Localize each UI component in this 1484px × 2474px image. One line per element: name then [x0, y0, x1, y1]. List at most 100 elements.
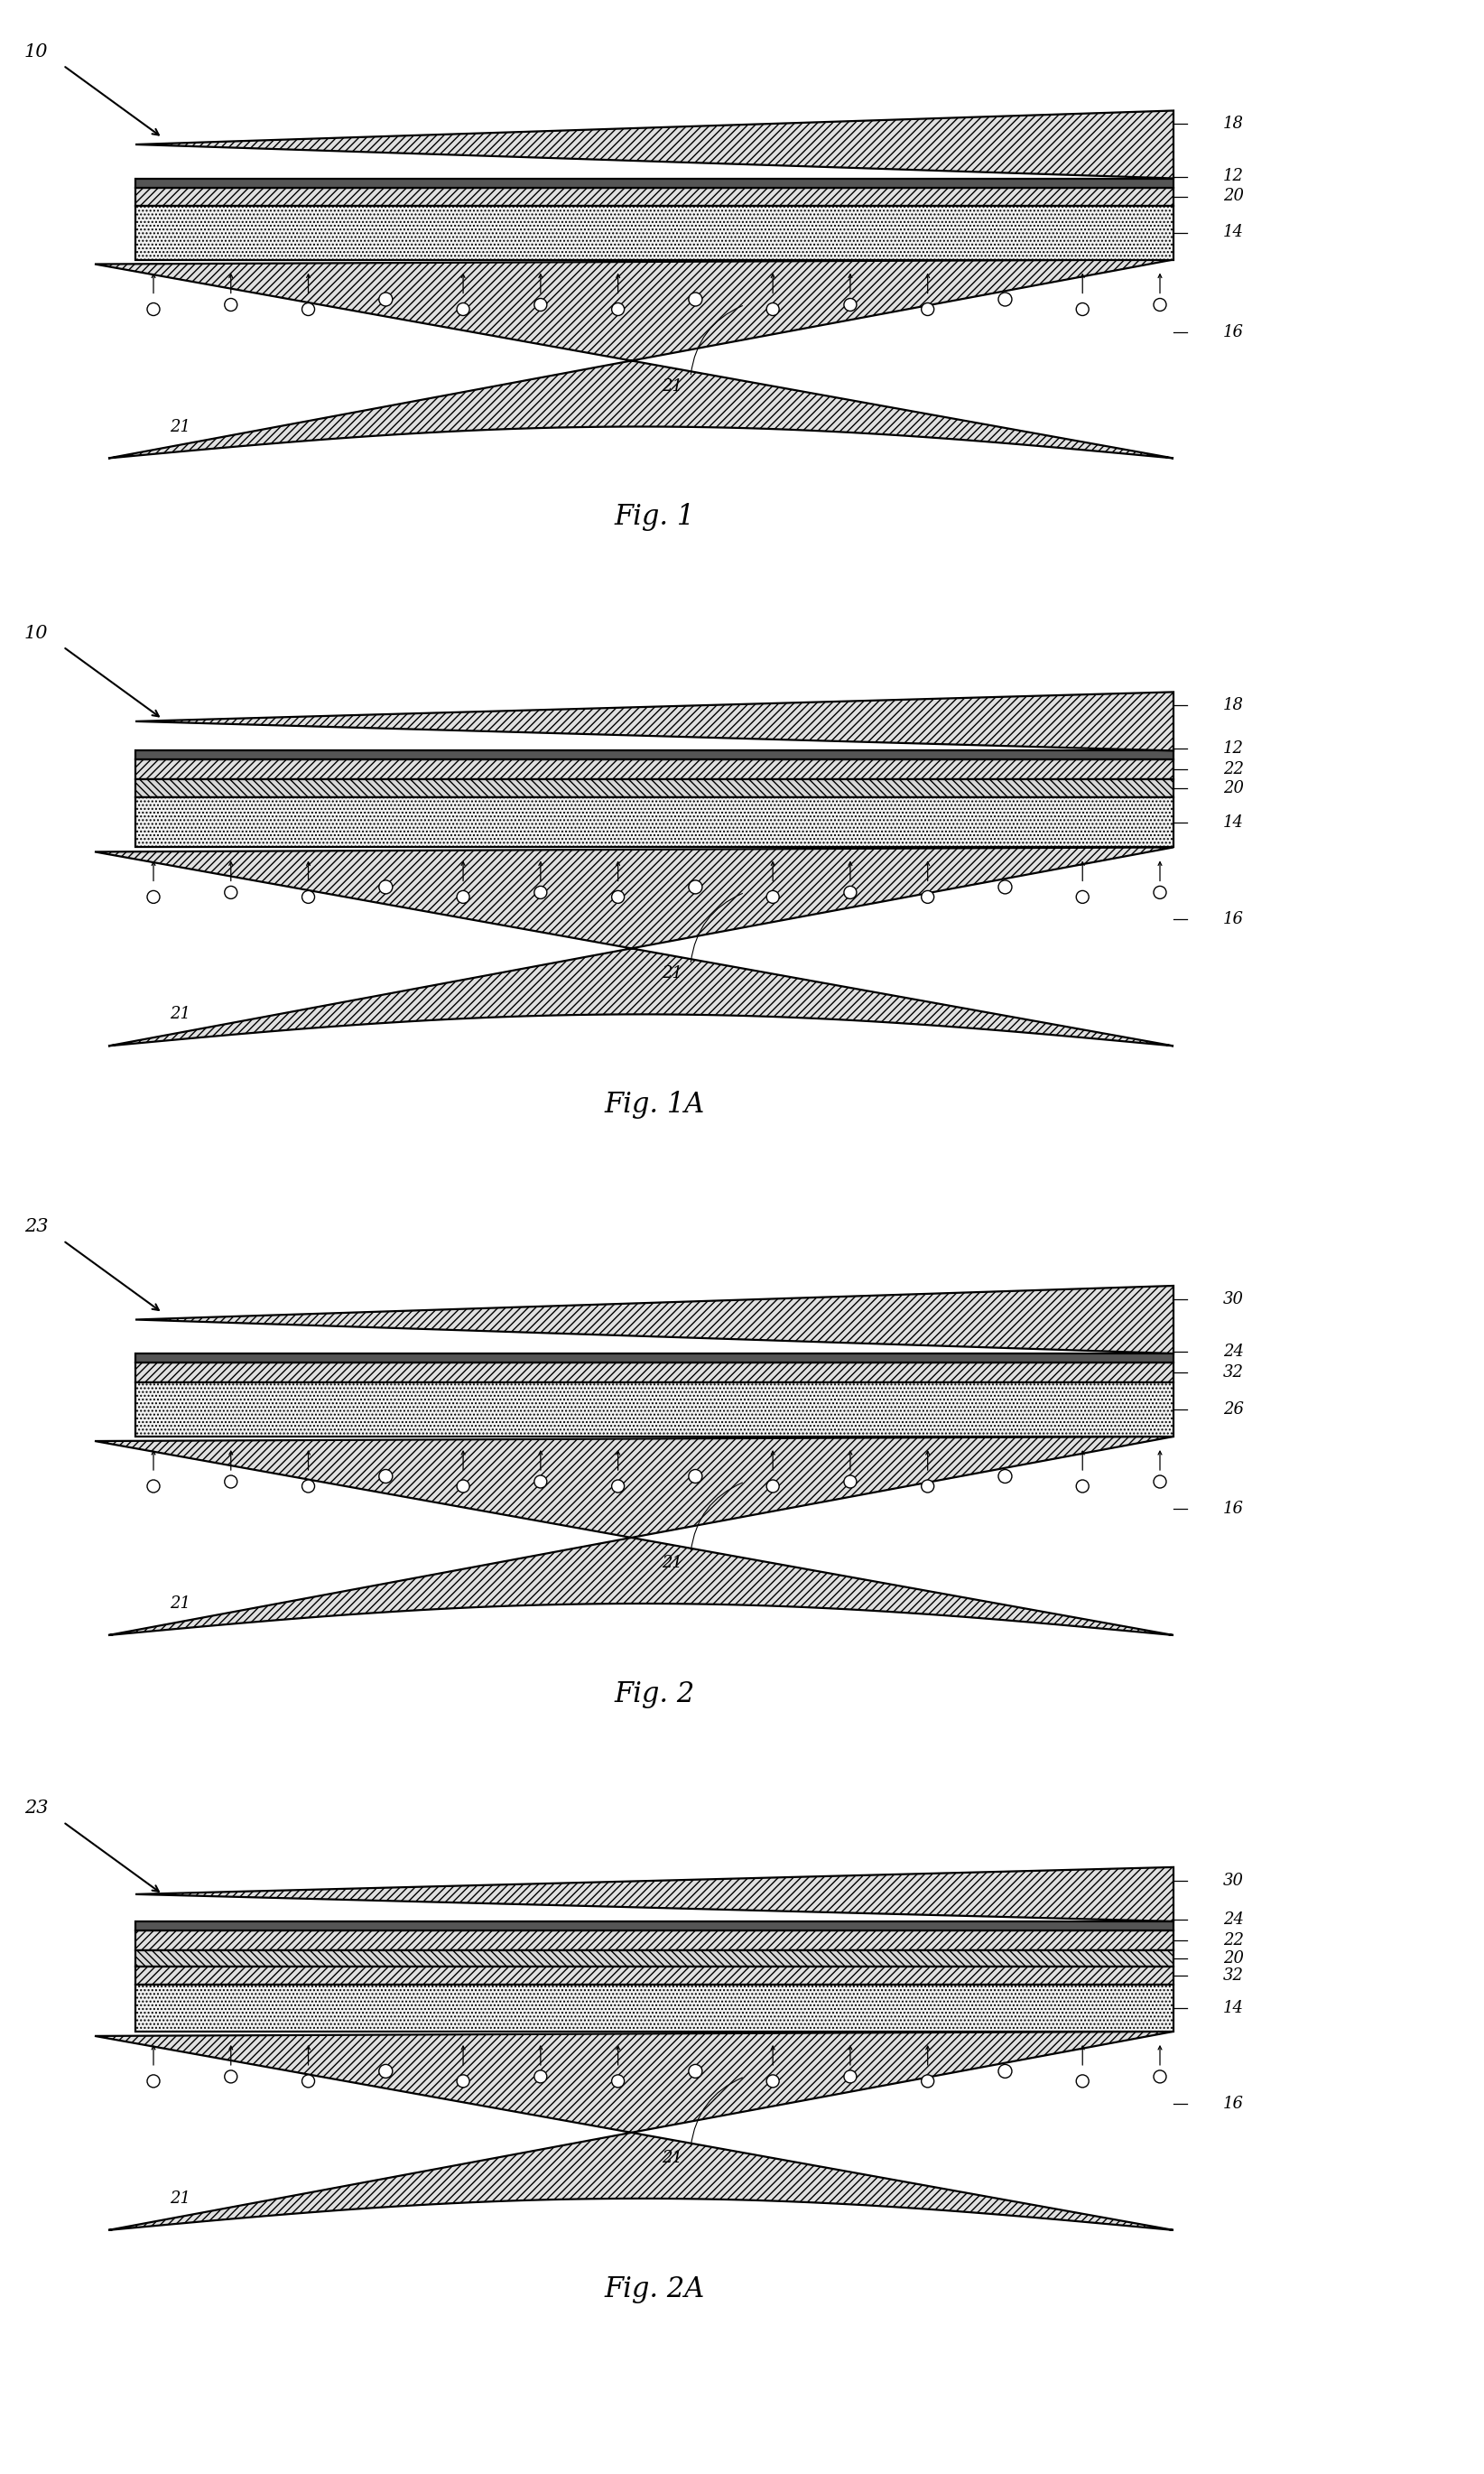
Text: 21: 21 [171, 2189, 191, 2207]
Circle shape [301, 1479, 315, 1492]
Text: 23: 23 [24, 1220, 47, 1235]
Circle shape [224, 886, 237, 898]
Circle shape [147, 1479, 160, 1492]
Circle shape [844, 886, 856, 898]
Circle shape [301, 2076, 315, 2088]
Polygon shape [135, 178, 1174, 188]
Text: 23: 23 [24, 1801, 47, 1816]
Text: 12: 12 [1223, 168, 1244, 186]
Circle shape [534, 1475, 548, 1487]
Circle shape [611, 1479, 625, 1492]
Circle shape [224, 2071, 237, 2083]
Polygon shape [135, 1922, 1174, 1930]
Text: 21: 21 [171, 1007, 191, 1022]
Text: 12: 12 [1223, 740, 1244, 757]
Circle shape [534, 886, 548, 898]
Polygon shape [95, 2031, 1174, 2229]
Polygon shape [135, 750, 1174, 760]
Circle shape [378, 292, 392, 307]
Circle shape [1153, 299, 1166, 312]
Polygon shape [135, 1930, 1174, 1950]
Circle shape [1153, 1475, 1166, 1487]
Text: 30: 30 [1223, 1291, 1244, 1306]
Polygon shape [135, 1967, 1174, 1984]
Text: 21: 21 [662, 379, 683, 393]
Circle shape [844, 299, 856, 312]
Text: Fig. 1A: Fig. 1A [604, 1091, 705, 1118]
Text: 18: 18 [1223, 116, 1244, 131]
Text: 26: 26 [1223, 1400, 1244, 1418]
Text: 14: 14 [1223, 1999, 1244, 2016]
Polygon shape [95, 1437, 1174, 1635]
Circle shape [378, 2063, 392, 2078]
Circle shape [922, 2076, 933, 2088]
Polygon shape [135, 1363, 1174, 1383]
Circle shape [457, 1479, 469, 1492]
Circle shape [457, 891, 469, 903]
Circle shape [1076, 302, 1089, 317]
Text: 21: 21 [662, 965, 683, 982]
Text: 16: 16 [1223, 2095, 1244, 2113]
Text: 21: 21 [171, 418, 191, 435]
Circle shape [767, 2076, 779, 2088]
Polygon shape [135, 760, 1174, 779]
Circle shape [301, 891, 315, 903]
Text: 16: 16 [1223, 324, 1244, 339]
Circle shape [147, 302, 160, 317]
Text: 21: 21 [662, 2150, 683, 2167]
Circle shape [999, 292, 1012, 307]
Circle shape [1076, 891, 1089, 903]
Text: 14: 14 [1223, 814, 1244, 831]
Circle shape [689, 292, 702, 307]
Circle shape [1153, 2071, 1166, 2083]
Circle shape [999, 2063, 1012, 2078]
Polygon shape [95, 260, 1174, 458]
Circle shape [844, 2071, 856, 2083]
Circle shape [689, 1470, 702, 1482]
Polygon shape [135, 205, 1174, 260]
Polygon shape [135, 1286, 1174, 1353]
Text: 24: 24 [1223, 1343, 1244, 1361]
Circle shape [301, 302, 315, 317]
Circle shape [999, 881, 1012, 893]
Circle shape [922, 891, 933, 903]
Text: 20: 20 [1223, 1950, 1244, 1967]
Circle shape [611, 2076, 625, 2088]
Circle shape [457, 2076, 469, 2088]
Circle shape [767, 302, 779, 317]
Polygon shape [135, 111, 1174, 178]
Circle shape [844, 1475, 856, 1487]
Circle shape [1076, 1479, 1089, 1492]
Polygon shape [135, 1984, 1174, 2031]
Circle shape [611, 891, 625, 903]
Polygon shape [135, 1950, 1174, 1967]
Text: 22: 22 [1223, 1932, 1244, 1950]
Circle shape [1153, 886, 1166, 898]
Circle shape [999, 1470, 1012, 1482]
Polygon shape [95, 846, 1174, 1047]
Circle shape [922, 1479, 933, 1492]
Polygon shape [135, 693, 1174, 750]
Text: 21: 21 [171, 1596, 191, 1611]
Text: 20: 20 [1223, 188, 1244, 205]
Circle shape [147, 891, 160, 903]
Text: 10: 10 [24, 45, 47, 59]
Text: 30: 30 [1223, 1873, 1244, 1888]
Circle shape [224, 299, 237, 312]
Text: 18: 18 [1223, 698, 1244, 713]
Circle shape [611, 302, 625, 317]
Text: Fig. 2A: Fig. 2A [604, 2276, 705, 2303]
Text: 20: 20 [1223, 779, 1244, 797]
Circle shape [767, 891, 779, 903]
Text: 32: 32 [1223, 1363, 1244, 1380]
Polygon shape [135, 1383, 1174, 1437]
Text: 16: 16 [1223, 910, 1244, 928]
Text: 24: 24 [1223, 1912, 1244, 1927]
Circle shape [689, 2063, 702, 2078]
Text: Fig. 1: Fig. 1 [614, 502, 695, 532]
Text: 14: 14 [1223, 225, 1244, 240]
Circle shape [224, 1475, 237, 1487]
Circle shape [534, 2071, 548, 2083]
Text: 21: 21 [662, 1554, 683, 1571]
Text: 16: 16 [1223, 1502, 1244, 1517]
